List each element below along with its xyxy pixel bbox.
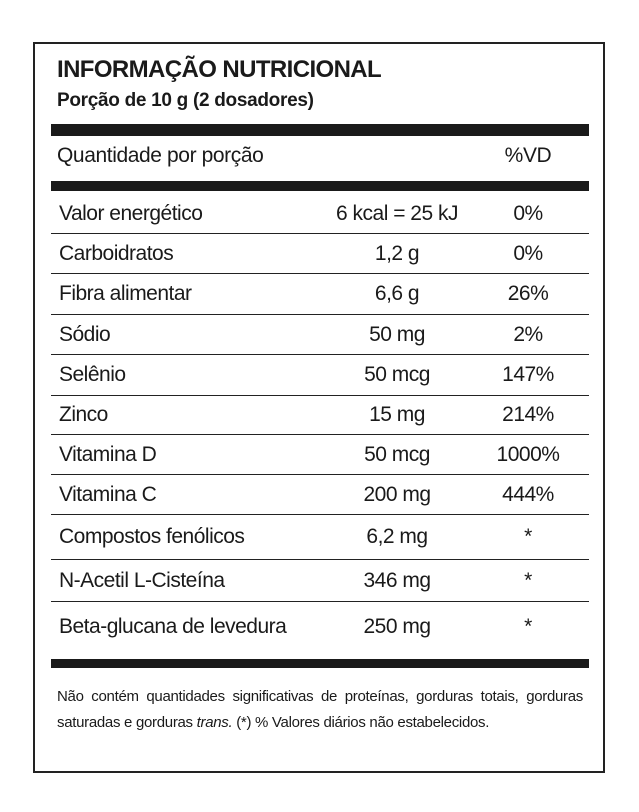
- nutrient: Selênio: [59, 363, 126, 386]
- daily-value: 1000%: [496, 442, 560, 466]
- table-row: N-Acetil L-Cisteína 346 mg *: [51, 560, 589, 602]
- table-body: Valor energético 6 kcal = 25 kJ 0% Carboidr…: [51, 194, 589, 652]
- nutrient: Fibra alimentar: [59, 282, 192, 305]
- nutrition-label: INFORMAÇÃO NUTRICIONAL Porção de 10 g (2…: [33, 42, 605, 773]
- table-row: Vitamina D 50 mcg 1000%: [51, 435, 589, 475]
- amount: 6,6 g: [374, 282, 420, 305]
- amount: 250 mg: [363, 615, 431, 638]
- nutrient: Valor energético: [59, 201, 203, 225]
- column-header: %VD: [504, 144, 552, 167]
- nutrient: Vitamina C: [59, 482, 157, 506]
- amount: 50 mg: [369, 322, 425, 346]
- daily-value: *: [524, 615, 532, 638]
- table-row: Valor energético 6 kcal = 25 kJ 0%: [51, 194, 589, 234]
- daily-value: 444%: [502, 482, 554, 506]
- nutrient: Beta-glucana de levedura: [59, 615, 287, 638]
- amount: 346 mg: [363, 568, 431, 592]
- table-row: Compostos fenólicos 6,2 mg *: [51, 515, 589, 560]
- amount: 50 mcg: [364, 363, 430, 386]
- nutrient: Vitamina D: [59, 442, 157, 466]
- amount: 6,2 mg: [366, 525, 428, 548]
- divider: [51, 181, 589, 191]
- daily-value: 26%: [507, 282, 549, 305]
- divider: [51, 659, 589, 668]
- table-row: Sódio 50 mg 2%: [51, 315, 589, 355]
- table-row: Vitamina C 200 mg 444%: [51, 475, 589, 515]
- daily-value: 2%: [513, 322, 543, 346]
- daily-value: *: [524, 568, 532, 592]
- nutrient: Sódio: [59, 322, 111, 346]
- amount: 1,2 g: [374, 241, 420, 265]
- table-row: Fibra alimentar 6,6 g 26%: [51, 274, 589, 315]
- amount: 200 mg: [363, 482, 431, 506]
- amount: 50 mcg: [364, 442, 430, 466]
- table-row: Carboidratos 1,2 g 0%: [51, 234, 589, 274]
- amount: 6 kcal = 25 kJ: [336, 201, 458, 225]
- amount: 15 mg: [369, 403, 425, 426]
- daily-value: 214%: [502, 403, 554, 426]
- daily-value: 147%: [502, 363, 554, 386]
- nutrient: N-Acetil L-Cisteína: [59, 568, 225, 592]
- title: INFORMAÇÃO NUTRICIONAL: [57, 56, 382, 83]
- column-header: Quantidade por porção: [57, 144, 264, 167]
- nutrient: Compostos fenólicos: [59, 525, 245, 548]
- footnote-text: (*) % Valores diários não estabelecidos.: [236, 714, 490, 731]
- footnote: Não contém quantidades significativas de…: [57, 684, 583, 736]
- divider: [51, 124, 589, 136]
- nutrient: Zinco: [59, 403, 108, 426]
- daily-value: *: [524, 525, 532, 548]
- table-row: Zinco 15 mg 214%: [51, 396, 589, 435]
- daily-value: 0%: [513, 241, 543, 265]
- table-row: Beta-glucana de levedura 250 mg *: [51, 602, 589, 652]
- footnote-text: Não contém quantidades significativas de…: [57, 688, 583, 731]
- table-row: Selênio 50 mcg 147%: [51, 355, 589, 396]
- footnote-emphasis: trans.: [196, 714, 233, 731]
- subtitle: Porção de 10 g (2 dosadores): [57, 90, 314, 111]
- daily-value: 0%: [513, 201, 543, 225]
- nutrient: Carboidratos: [59, 241, 174, 265]
